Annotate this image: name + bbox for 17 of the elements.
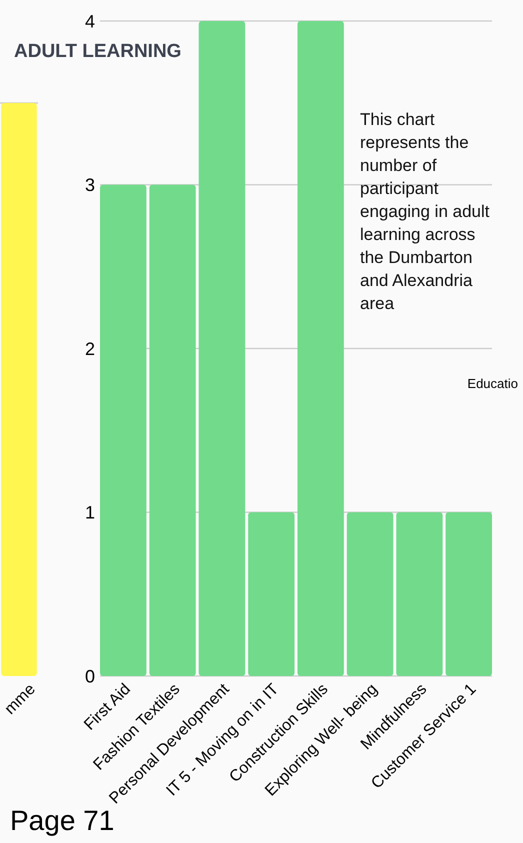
bar bbox=[346, 512, 394, 676]
y-tick-label: 2 bbox=[84, 338, 95, 359]
text: This chart represents the number of participant engaging in adult learning across the Dumbarton and Alexandria area bbox=[360, 110, 490, 313]
bar bbox=[396, 512, 443, 676]
bar bbox=[149, 184, 196, 676]
y-tick-label: 0 bbox=[84, 666, 95, 686]
y-tick-label: 4 bbox=[84, 11, 95, 32]
bar bbox=[446, 512, 492, 676]
annotation: Educatio bbox=[467, 376, 518, 391]
text: Page 71 bbox=[10, 805, 114, 836]
y-tick-label: 3 bbox=[84, 175, 95, 196]
y-tick-label: 1 bbox=[84, 502, 95, 523]
bar bbox=[100, 184, 146, 676]
text: ADULT LEARNING bbox=[14, 41, 182, 62]
bar bbox=[297, 21, 344, 676]
bar bbox=[198, 21, 246, 676]
bar bbox=[248, 512, 295, 676]
